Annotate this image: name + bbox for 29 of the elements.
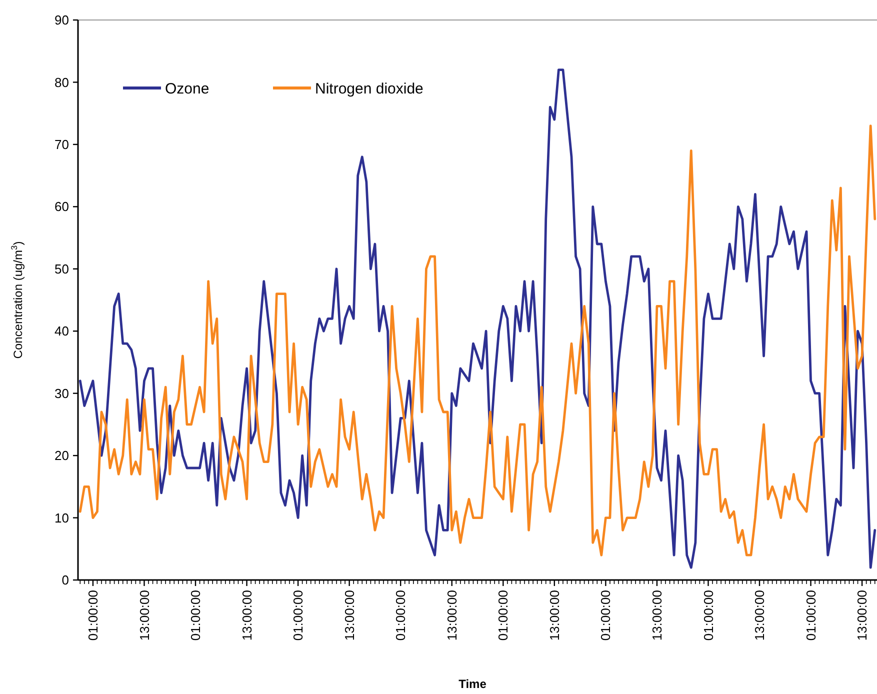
y-tick-label: 20 [54, 448, 69, 464]
x-tick-label: 13:00:00 [854, 590, 870, 641]
x-tick-label: 13:00:00 [239, 590, 254, 641]
x-tick-label: 13:00:00 [650, 590, 665, 641]
y-tick-label: 60 [54, 199, 69, 214]
x-axis-title: Time [458, 677, 487, 691]
x-tick-label: 01:00:00 [496, 590, 511, 641]
y-tick-label: 50 [54, 261, 69, 276]
x-tick-label: 01:00:00 [598, 590, 614, 641]
y-tick-label: 90 [54, 12, 69, 28]
y-tick-label: 30 [54, 386, 69, 401]
x-tick-label: 01:00:00 [803, 590, 818, 641]
x-tick-label: 13:00:00 [444, 590, 460, 641]
legend-label: Nitrogen dioxide [315, 80, 424, 98]
x-tick-label: 13:00:00 [136, 590, 152, 641]
x-tick-label: 13:00:00 [546, 590, 562, 641]
x-tick-label: 13:00:00 [342, 590, 357, 641]
y-tick-label: 40 [54, 324, 69, 339]
x-tick-label: 01:00:00 [86, 590, 101, 641]
y-tick-label: 80 [54, 74, 69, 90]
legend-label: Ozone [165, 80, 210, 98]
y-tick-label: 70 [54, 136, 69, 152]
x-tick-label: 01:00:00 [393, 590, 408, 641]
y-tick-label: 0 [62, 572, 69, 588]
x-tick-label: 01:00:00 [290, 590, 306, 641]
x-tick-label: 13:00:00 [752, 590, 768, 641]
x-tick-label: 01:00:00 [188, 590, 204, 641]
y-tick-label: 10 [54, 510, 69, 526]
x-tick-label: 01:00:00 [700, 590, 716, 641]
